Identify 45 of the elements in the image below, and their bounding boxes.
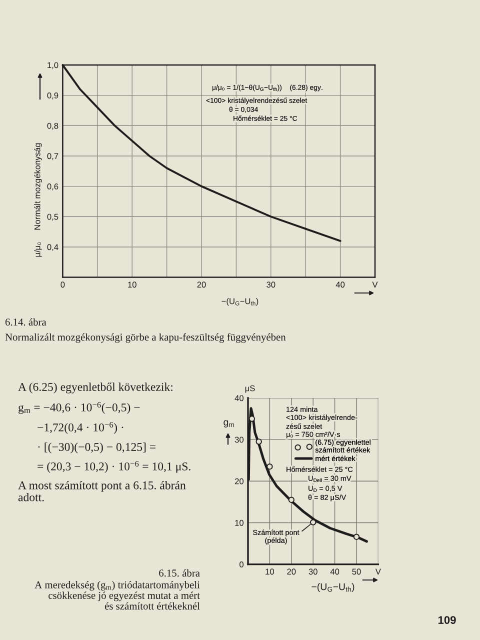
x-tick-label: V — [375, 568, 381, 575]
y-tick-label: 0,4 — [47, 244, 58, 252]
x-axis-title: −(U$_{G}$−U$_{th}$) — [222, 298, 258, 306]
x-tick-label: 40 — [330, 568, 340, 575]
point — [353, 534, 360, 540]
text: 6.15. ábra — [159, 569, 200, 577]
x-tick-label: 40 — [336, 282, 345, 288]
text: 6.14. ábra — [5, 318, 46, 326]
x-tick-label: V — [372, 282, 378, 288]
text: 109 — [438, 616, 456, 624]
y-tick-label: 0,9 — [47, 92, 58, 100]
x-tick-label: 30 — [266, 282, 276, 288]
y-tick-label: 30 — [234, 436, 244, 443]
point — [266, 464, 273, 470]
y-tick-label: 0,6 — [47, 184, 58, 190]
text: · [(−30)(−0,5) − 0,125] = — [38, 442, 156, 454]
text: A meredekség (g$_{m}$) triódatartománybeli csökkenése jó egyezést mutat a mért és számított értékeknél — [34, 581, 200, 610]
text: −1,72(0,4 · 10$^{−6}$) · — [38, 422, 124, 434]
x-axis-title: −(U$_{G}$−U$_{th}$) — [312, 583, 354, 592]
x-tick-label: 50 — [352, 568, 361, 575]
x-tick-label: 20 — [287, 568, 296, 575]
y-tick-label: 0,5 — [47, 214, 58, 221]
point — [310, 519, 316, 526]
y-axis-title: g$_{m}$ — [224, 420, 234, 428]
x-tick-label: 10 — [128, 282, 136, 288]
x-tick-label: 10 — [266, 568, 274, 575]
point — [288, 496, 294, 503]
y-tick-label: 20 — [234, 478, 244, 484]
y-tick-label: 10 — [235, 520, 244, 526]
text: Normalizált mozgékonysági görbe a kapu-feszültség függvényében — [5, 333, 286, 343]
x-tick-label: 20 — [197, 282, 206, 288]
x-tick-label: 30 — [308, 568, 318, 575]
text: μS — [245, 385, 255, 393]
y-tick-label: 40 — [234, 395, 244, 402]
text: = (20,3 − 10,2) · 10$^{−6}$ = 10,1 μS. — [38, 461, 190, 473]
y-tick-label: 0,8 — [47, 122, 58, 130]
y-tick-label: 1,0 — [48, 62, 58, 70]
y-tick-label: 0 — [240, 562, 244, 568]
x-tick-label: 0 — [60, 282, 65, 288]
point — [256, 438, 262, 445]
text: A most számított pont a 6.15. ábrán adott. — [18, 481, 186, 502]
y-axis-title: μ/μ₀ Normált mozgékonyság — [34, 143, 42, 257]
y-tick-label: 0,7 — [47, 153, 58, 160]
text: g$_{m}$ = −40,6 · 10$^{−6}$(−0,5) − — [18, 402, 140, 414]
text: A (6.25) egyenletből következik: — [18, 382, 172, 394]
